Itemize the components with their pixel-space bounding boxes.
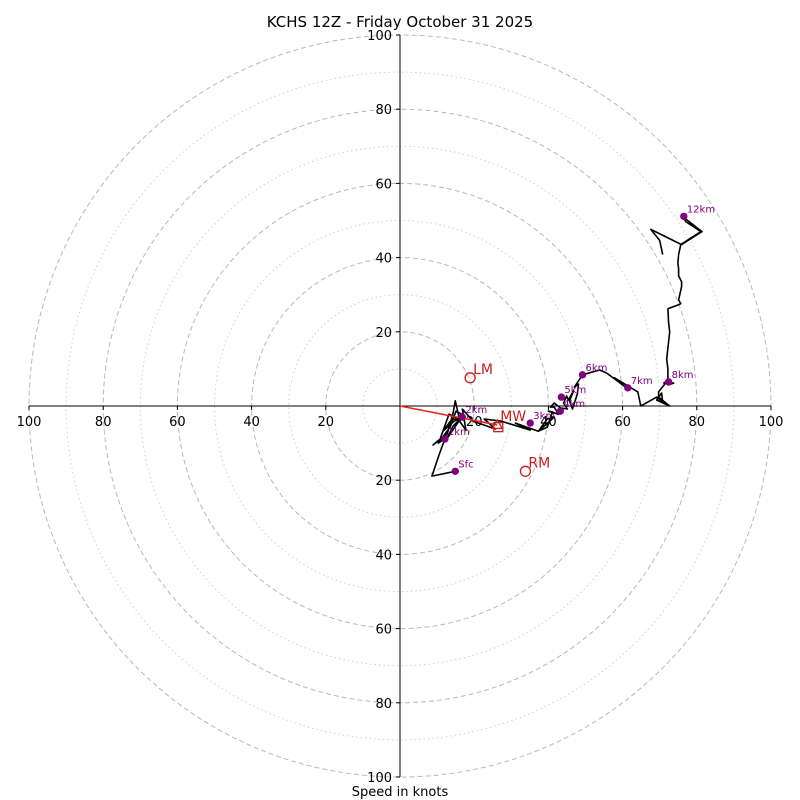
height-point-2km <box>458 413 467 421</box>
hodograph-trace <box>431 216 703 477</box>
height-label-4km: 4km <box>563 399 585 410</box>
height-label-Sfc: Sfc <box>458 459 473 470</box>
height-point-8km <box>664 378 673 386</box>
height-label-2km: 2km <box>465 405 487 416</box>
height-point-3km <box>526 419 534 427</box>
marker-label-RM: RM <box>528 455 550 471</box>
shear-vector <box>399 405 498 426</box>
chart-title: KCHS 12Z - Friday October 31 2025 <box>267 13 533 31</box>
x-axis-label: Speed in knots <box>352 785 449 800</box>
y-tick-label: 60 <box>375 177 392 192</box>
x-tick-label: 60 <box>169 415 186 430</box>
x-tick-labels: 100 80 60 40 20 20 40 60 80 100 <box>17 406 784 430</box>
height-point-7km <box>624 384 632 392</box>
y-tick-label: 100 <box>367 771 392 786</box>
x-tick-label: 100 <box>759 415 784 430</box>
y-tick-label: 40 <box>375 252 392 267</box>
y-tick-label: 20 <box>375 326 392 341</box>
y-tick-label: 80 <box>375 103 392 118</box>
marker-MW <box>491 418 504 430</box>
height-point-12km <box>680 212 688 221</box>
height-point-Sfc <box>451 467 459 475</box>
y-tick-label: 60 <box>375 623 392 638</box>
height-point-4km <box>556 407 564 415</box>
y-tick-labels: 100 80 60 40 20 20 40 60 80 100 <box>367 29 400 786</box>
x-tick-label: 60 <box>614 415 631 430</box>
y-tick-label: 20 <box>375 474 392 489</box>
y-tick-label: 80 <box>375 697 392 712</box>
height-label-1km: 1km <box>448 427 470 438</box>
y-tick-label: 40 <box>375 548 392 563</box>
height-label-6km: 6km <box>586 363 608 374</box>
shear-vector-line <box>399 405 498 426</box>
x-tick-label: 20 <box>318 415 335 430</box>
x-tick-label: 80 <box>95 415 112 430</box>
marker-LS <box>493 421 504 433</box>
marker-LM <box>464 372 476 384</box>
marker-label-LM: LM <box>473 362 493 378</box>
height-point-6km <box>578 371 587 379</box>
height-label-8km: 8km <box>672 370 694 381</box>
y-tick-label: 100 <box>367 29 392 44</box>
height-point-5km <box>557 393 566 401</box>
x-tick-label: 80 <box>689 415 706 430</box>
height-point-1km <box>441 435 449 443</box>
marker-RM <box>519 465 532 477</box>
height-label-12km: 12km <box>687 204 715 215</box>
hodograph-line <box>431 216 703 477</box>
height-label-5km: 5km <box>564 385 586 396</box>
x-tick-label: 100 <box>17 415 42 430</box>
marker-label-MW: MW <box>500 409 526 425</box>
height-label-7km: 7km <box>631 376 653 387</box>
x-tick-label: 40 <box>243 415 260 430</box>
height-label-3km: 3km <box>533 411 555 422</box>
storm-motion-markers: LMRMMWLS <box>464 362 550 477</box>
